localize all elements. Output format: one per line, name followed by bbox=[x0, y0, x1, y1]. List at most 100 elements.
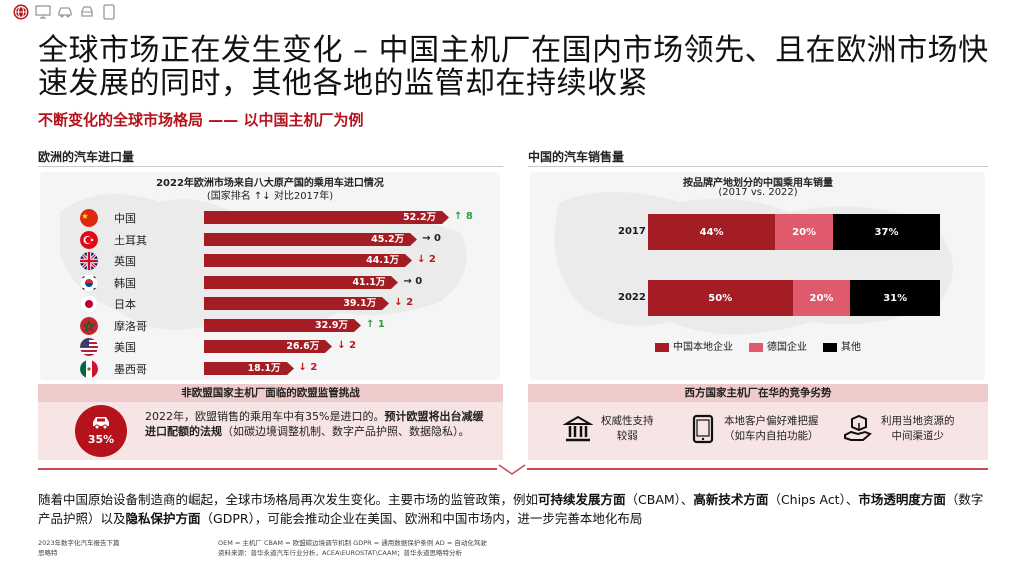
china-challenge-heading: 西方国家主机厂在华的竞争劣势 bbox=[528, 384, 988, 402]
sales-segment: 20% bbox=[792, 280, 851, 316]
rank-change: ↓ 2 bbox=[394, 297, 414, 308]
bar-tip bbox=[391, 275, 399, 289]
sales-segment: 31% bbox=[850, 280, 940, 316]
import-row: 墨西哥 bbox=[80, 359, 190, 379]
year-label: 2017 bbox=[618, 226, 646, 237]
challenge-item-preference: 本地客户偏好难把握 （如车内自拍功能） bbox=[690, 414, 819, 444]
country-flag-icon bbox=[80, 338, 98, 356]
car-front-icon[interactable] bbox=[78, 4, 96, 20]
sales-stack-bar: 44% 20% 37% bbox=[648, 214, 940, 250]
import-row: 日本 bbox=[80, 294, 190, 314]
country-label: 韩国 bbox=[114, 276, 136, 290]
rank-change: ↓ 2 bbox=[417, 254, 436, 265]
import-share-badge: 35% bbox=[75, 405, 127, 457]
country-label: 中国 bbox=[114, 212, 136, 225]
tablet-icon[interactable] bbox=[100, 4, 118, 20]
import-bar: 18.1万 bbox=[204, 361, 287, 375]
sales-segment: 44% bbox=[648, 214, 776, 250]
summary-part-5: （GDPR），可能会推动企业在美国、欧洲和中国市场内，进一步完善本地化布局 bbox=[200, 511, 643, 526]
summary-text: 随着中国原始设备制造商的崛起，全球市场格局再次发生变化。主要市场的监管政策，例如… bbox=[38, 490, 988, 528]
footer-sources: 资料来源：普华永道汽车行业分析，ACEA\EUROSTAT\CAAM；普华永道思… bbox=[218, 549, 463, 557]
import-row: 英国 bbox=[80, 251, 190, 271]
import-row: 韩国 bbox=[80, 273, 190, 293]
footer-report-name: 2023年数字化汽车报告下篇 bbox=[38, 539, 120, 547]
summary-bold-1: 可持续发展方面 bbox=[538, 492, 626, 507]
eu-regulation-text: 2022年，欧盟销售的乘用车中有35%是进口的。预计欧盟将出台减缓进口配额的法规… bbox=[145, 409, 490, 439]
right-divider bbox=[528, 166, 988, 167]
import-bar: 52.2万 bbox=[204, 211, 442, 224]
country-flag-icon bbox=[80, 316, 98, 335]
globe-icon[interactable] bbox=[12, 4, 30, 20]
bar-tip bbox=[405, 254, 413, 267]
summary-part-2: （CBAM）、 bbox=[625, 492, 694, 507]
summary-part-4: （数字产品护照）以及 bbox=[38, 492, 984, 526]
left-chart-subtitle: (国家排名 ↑↓ 对比2017年) bbox=[206, 191, 334, 202]
sales-segment: 50% bbox=[648, 280, 793, 316]
challenge-3-line2: 中间渠道少 bbox=[891, 430, 945, 442]
country-label: 摩洛哥 bbox=[114, 319, 147, 333]
car-icon[interactable] bbox=[56, 4, 74, 20]
country-flag-icon bbox=[80, 359, 98, 378]
left-chart-title: 2022年欧洲市场来自八大原产国的乘用车进口情况 bbox=[156, 178, 384, 189]
page-title: 全球市场正在发生变化 – 中国主机厂在国内市场领先、且在欧洲市场快速发展的同时，… bbox=[38, 33, 989, 101]
country-flag-icon bbox=[80, 209, 98, 227]
country-label: 墨西哥 bbox=[114, 362, 147, 376]
tablet-icon bbox=[692, 414, 714, 444]
import-bar: 26.6万 bbox=[204, 340, 326, 353]
challenge-1-line2: 较弱 bbox=[616, 430, 638, 442]
country-label: 土耳其 bbox=[114, 233, 147, 247]
legend-item: 中国本地企业 bbox=[655, 338, 733, 353]
import-bar: 41.1万 bbox=[204, 275, 392, 289]
legend-item: 其他 bbox=[823, 338, 861, 353]
challenge-2-line1: 本地客户偏好难把握 bbox=[724, 415, 819, 427]
bar-tip bbox=[354, 318, 361, 332]
country-flag-icon bbox=[80, 230, 98, 249]
import-bar: 32.9万 bbox=[204, 318, 354, 332]
legend-item: 德国企业 bbox=[749, 338, 807, 353]
country-label: 英国 bbox=[114, 255, 136, 268]
bar-tip bbox=[442, 211, 449, 224]
import-row: 中国 bbox=[80, 208, 190, 228]
bar-tip bbox=[410, 232, 418, 246]
rank-change: → 0 bbox=[422, 232, 441, 244]
eu-text-bold: 预计欧盟将出台减缓进口配额的法规 bbox=[145, 410, 484, 438]
footer-left: 2023年数字化汽车报告下篇 思略特 bbox=[38, 538, 120, 558]
left-divider bbox=[38, 166, 503, 167]
summary-part-1: 随着中国原始设备制造商的崛起，全球市场格局再次发生变化。主要市场的监管政策，例如 bbox=[38, 492, 539, 507]
rank-change: ↑ 1 bbox=[366, 318, 385, 330]
right-chart-subtitle: (2017 vs. 2022) bbox=[718, 187, 798, 198]
footer-abbreviations: OEM = 主机厂 CBAM = 欧盟碳边境调节机制 GDPR = 通用数据保护… bbox=[218, 539, 487, 547]
sales-segment: 20% bbox=[775, 214, 834, 250]
hand-box-icon bbox=[844, 414, 872, 441]
legend-swatch bbox=[749, 342, 763, 352]
summary-bold-2: 高新技术方面 bbox=[693, 492, 769, 507]
chevron-down-icon bbox=[497, 462, 527, 476]
right-chart-legend: 中国本地企业 德国企业 其他 bbox=[655, 338, 861, 353]
summary-part-3: （Chips Act）、 bbox=[768, 492, 859, 507]
import-bar: 45.2万 bbox=[204, 232, 411, 246]
top-icon-bar bbox=[12, 4, 118, 20]
legend-swatch bbox=[823, 342, 837, 352]
right-chart-title: 按品牌产地划分的中国乘用车销量 bbox=[683, 178, 833, 189]
legend-label: 中国本地企业 bbox=[673, 342, 733, 353]
country-flag-icon bbox=[80, 252, 98, 270]
bar-tip bbox=[286, 361, 294, 375]
footer-notes: OEM = 主机厂 CBAM = 欧盟碳边境调节机制 GDPR = 通用数据保护… bbox=[218, 538, 487, 558]
legend-swatch bbox=[655, 342, 669, 352]
challenge-item-authority: 权威性支持 较弱 bbox=[563, 414, 654, 444]
sales-segment: 37% bbox=[833, 214, 940, 250]
eu-text-tail: （如碳边境调整机制、数字产品护照、数据隐私）。 bbox=[222, 425, 470, 438]
legend-label: 其他 bbox=[841, 342, 861, 353]
country-label: 日本 bbox=[114, 298, 136, 311]
challenge-item-channels: 利用当地资源的 中间渠道少 bbox=[843, 414, 955, 444]
right-section-heading: 中国的汽车销售量 bbox=[528, 150, 625, 164]
legend-label: 德国企业 bbox=[767, 342, 807, 353]
computer-icon[interactable] bbox=[34, 4, 52, 20]
eu-text-plain: 2022年，欧盟销售的乘用车中有35%是进口的。 bbox=[145, 410, 385, 423]
import-share-value: 35% bbox=[87, 433, 115, 446]
challenge-2-line2: （如车内自拍功能） bbox=[724, 430, 819, 442]
challenge-1-line1: 权威性支持 bbox=[601, 415, 654, 427]
car-icon bbox=[93, 417, 109, 430]
import-row: 美国 bbox=[80, 337, 190, 357]
bar-tip bbox=[382, 297, 390, 310]
